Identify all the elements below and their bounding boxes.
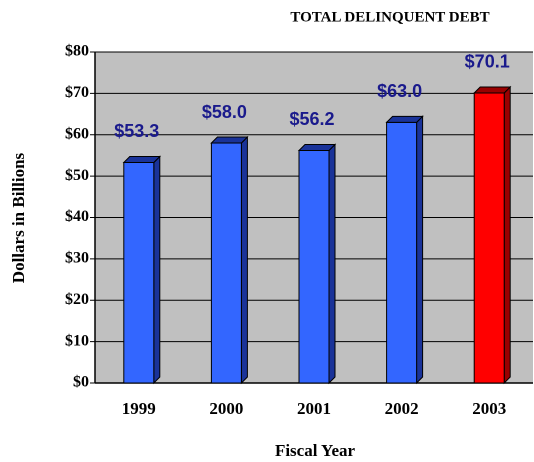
bar — [210, 142, 242, 384]
y-axis-label: Dollars in Billions — [9, 152, 28, 283]
bar-side — [328, 143, 336, 385]
data-label: $70.1 — [465, 52, 510, 72]
bar-top — [472, 86, 512, 94]
x-tick-label: 1999 — [122, 399, 156, 418]
y-tick-label: $10 — [65, 332, 89, 349]
bar-side — [503, 85, 511, 385]
data-label: $53.3 — [114, 121, 159, 141]
data-label: $63.0 — [377, 81, 422, 101]
data-label: $58.0 — [202, 102, 247, 122]
y-tick-label: $20 — [65, 291, 89, 308]
y-tick-label: $50 — [65, 167, 89, 184]
y-tick-label: $0 — [73, 374, 89, 391]
bar-top — [122, 155, 162, 163]
x-tick-label: 2000 — [209, 399, 243, 418]
bar-side — [240, 135, 248, 385]
bar — [386, 121, 418, 384]
data-label: $56.2 — [289, 109, 334, 129]
bar-top — [385, 115, 424, 123]
bar-top — [297, 143, 337, 151]
bar-top — [210, 136, 249, 144]
x-tick-label: 2003 — [472, 399, 506, 418]
bar — [298, 149, 330, 384]
y-tick-label: $80 — [65, 43, 89, 60]
y-tick-label: $60 — [65, 125, 89, 142]
y-tick-label: $40 — [65, 208, 89, 225]
bar-side — [153, 155, 161, 385]
x-tick-label: 2001 — [297, 399, 331, 418]
chart-title: TOTAL DELINQUENT DEBT — [290, 9, 489, 25]
y-tick-label: $30 — [65, 250, 89, 267]
bar — [473, 92, 505, 384]
y-tick-label: $70 — [65, 84, 89, 101]
bar — [123, 161, 155, 384]
bar-side — [416, 115, 424, 385]
x-axis-label: Fiscal Year — [275, 441, 356, 460]
x-tick-label: 2002 — [385, 399, 419, 418]
